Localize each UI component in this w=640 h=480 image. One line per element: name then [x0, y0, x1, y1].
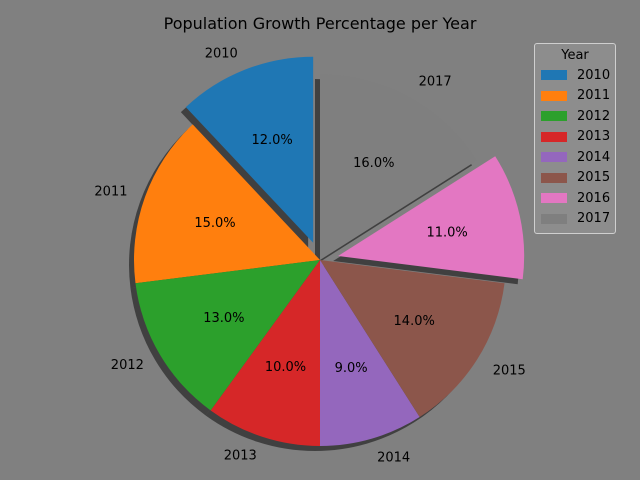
legend-label-2015: 2015	[577, 170, 611, 186]
legend-label-2014: 2014	[577, 149, 611, 165]
legend-swatch-2014	[541, 152, 567, 163]
legend-label-2016: 2016	[577, 190, 611, 206]
legend-label-2012: 2012	[577, 108, 611, 124]
legend-item-2017: 2017	[541, 209, 611, 230]
pie-wedges	[134, 56, 525, 446]
legend-label-2011: 2011	[577, 88, 611, 104]
category-label-2015: 2015	[493, 364, 526, 379]
percentage-label-2013: 10.0%	[265, 360, 306, 375]
percentage-labels: 12.0% 15.0% 13.0% 10.0% 9.0% 14.0% 11.0% 16.0%	[194, 133, 467, 376]
category-label-2014: 2014	[377, 451, 410, 466]
legend-item-2013: 2013	[541, 127, 611, 148]
category-label-2011: 2011	[94, 185, 127, 200]
legend-swatch-2011	[541, 90, 567, 101]
legend-swatch-2015	[541, 172, 567, 183]
percentage-label-2015: 14.0%	[394, 314, 435, 329]
percentage-label-2010: 12.0%	[251, 133, 292, 148]
legend-label-2010: 2010	[577, 67, 611, 83]
wedge-2011	[134, 124, 320, 284]
category-label-2012: 2012	[111, 358, 144, 373]
wedge-2013	[210, 260, 320, 446]
percentage-label-2014: 9.0%	[335, 361, 368, 376]
legend-swatch-2017	[541, 213, 567, 224]
wedge-2017	[320, 74, 478, 260]
percentage-label-2011: 15.0%	[194, 216, 235, 231]
legend-swatch-2016	[541, 193, 567, 204]
chart-title: Population Growth Percentage per Year	[164, 14, 477, 33]
legend-item-2011: 2011	[541, 86, 611, 107]
legend-label-2017: 2017	[577, 211, 611, 227]
legend-item-2010: 2010	[541, 65, 611, 86]
legend-title: Year	[561, 48, 589, 63]
legend-item-2012: 2012	[541, 106, 611, 127]
legend: Year 2010 2011 2012 2013 2014 2015 2016 2017	[534, 43, 616, 234]
category-label-2017: 2017	[419, 75, 452, 90]
wedge-2012	[135, 260, 320, 411]
percentage-label-2012: 13.0%	[203, 311, 244, 326]
legend-item-2016: 2016	[541, 188, 611, 209]
wedge-2010	[185, 56, 314, 243]
legend-label-2013: 2013	[577, 129, 611, 145]
legend-swatch-2010	[541, 70, 567, 81]
wedge-2015	[320, 260, 505, 418]
wedge-2014	[320, 260, 420, 446]
percentage-label-2016: 11.0%	[426, 226, 467, 241]
category-label-2013: 2013	[224, 449, 257, 464]
category-label-2010: 2010	[205, 47, 238, 62]
percentage-label-2017: 16.0%	[353, 156, 394, 171]
wedge-2016	[338, 156, 525, 280]
legend-rows: 2010 2011 2012 2013 2014 2015 2016 2017	[541, 65, 611, 230]
legend-swatch-2013	[541, 131, 567, 142]
legend-item-2015: 2015	[541, 168, 611, 189]
legend-item-2014: 2014	[541, 147, 611, 168]
legend-swatch-2012	[541, 111, 567, 122]
